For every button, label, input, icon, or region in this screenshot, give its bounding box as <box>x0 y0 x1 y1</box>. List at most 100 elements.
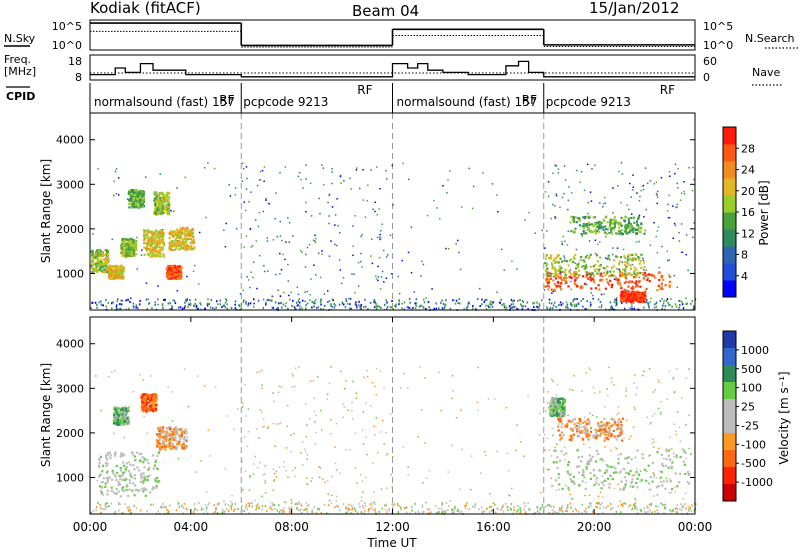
echo-cell <box>582 275 585 278</box>
echo-cell <box>149 251 153 255</box>
scatter-dot <box>377 276 380 278</box>
echo-cell <box>148 399 152 402</box>
scatter-dot <box>278 385 280 387</box>
scatter-dot <box>380 229 382 232</box>
scatter-dot <box>548 468 550 471</box>
scatter-dot <box>442 185 444 187</box>
ground-dot <box>204 307 206 310</box>
echo-cell <box>132 206 136 209</box>
echo-cell <box>122 251 125 254</box>
echo-cell <box>117 481 120 484</box>
echo-cell <box>130 237 134 241</box>
echo-cell <box>94 255 97 259</box>
ground-dot <box>546 504 549 507</box>
echo-cell <box>174 436 177 439</box>
scatter-dot <box>361 429 364 432</box>
echo-cell <box>637 216 640 219</box>
echo-cell <box>547 278 550 281</box>
scatter-dot <box>447 179 449 181</box>
ground-dot <box>295 502 298 505</box>
echo-cell <box>98 464 101 467</box>
scatter-dot <box>371 462 374 464</box>
ground-dot <box>599 300 602 303</box>
echo-cell <box>550 272 553 275</box>
echo-cell <box>585 224 588 227</box>
scatter-dot <box>569 269 572 271</box>
scatter-dot <box>656 190 659 193</box>
ground-dot <box>159 506 162 509</box>
echo-cell <box>564 275 567 278</box>
scatter-dot <box>322 167 325 169</box>
ground-dot <box>110 302 113 305</box>
colorbar-label-3: 16 <box>741 206 755 219</box>
echo-cell <box>157 202 160 206</box>
ground-dot <box>405 506 408 509</box>
scatter-dot <box>645 470 648 473</box>
ground-dot <box>661 307 663 310</box>
scatter-dot <box>402 162 404 165</box>
echo-cell <box>162 208 165 211</box>
echo-cell <box>123 244 127 248</box>
echo-cell <box>110 266 113 269</box>
scatter-dot <box>638 199 641 202</box>
echo-cell <box>92 267 96 270</box>
echo-cell <box>119 466 122 470</box>
echo-cell <box>626 297 630 300</box>
echo-cell <box>585 276 588 279</box>
echo-cell <box>581 286 584 289</box>
echo-cell <box>633 227 636 230</box>
ground-dot <box>181 505 184 508</box>
ground-dot <box>199 301 201 304</box>
scatter-dot <box>385 169 387 172</box>
echo-cell <box>185 227 188 230</box>
echo-cell <box>114 410 117 413</box>
scatter-dot <box>328 193 331 195</box>
scatter-dot <box>619 500 622 503</box>
echo-cell <box>170 230 173 233</box>
echo-cell <box>111 277 114 280</box>
scatter-dot <box>301 251 303 254</box>
echo-cell <box>656 289 659 292</box>
echo-cell <box>154 479 157 482</box>
scatter-dot <box>183 368 186 370</box>
scatter-dot <box>581 235 584 237</box>
ground-dot <box>289 298 291 301</box>
ground-dot <box>510 306 513 309</box>
echo-cell <box>113 406 116 409</box>
ground-dot <box>532 302 534 305</box>
echo-cell <box>131 191 135 194</box>
echo-cell <box>598 288 601 291</box>
scatter-dot <box>330 419 332 421</box>
echo-cell <box>146 235 150 239</box>
echo-cell <box>611 284 614 287</box>
echo-cell <box>180 231 183 234</box>
echo-cell <box>114 451 117 454</box>
echo-cell <box>120 250 124 253</box>
echo-cell <box>602 266 605 270</box>
echo-cell <box>553 257 556 260</box>
scatter-dot <box>262 474 265 476</box>
echo-cell <box>151 230 154 233</box>
echo-cell <box>167 211 170 214</box>
scatter-dot <box>317 376 319 378</box>
ground-dot <box>546 308 549 311</box>
echo-cell <box>181 241 185 244</box>
echo-cell <box>180 433 184 436</box>
ground-dot <box>219 299 222 302</box>
scatter-dot <box>617 412 620 414</box>
ground-dot <box>666 298 669 301</box>
echo-cell <box>125 483 128 487</box>
scatter-dot <box>276 235 278 238</box>
scatter-dot <box>544 247 546 249</box>
ground-dot <box>386 305 389 308</box>
scatter-dot <box>673 222 676 225</box>
echo-cell <box>139 480 143 484</box>
ground-dot <box>454 302 457 305</box>
scatter-dot <box>595 438 597 441</box>
ground-dot <box>360 306 362 309</box>
ground-dot <box>302 299 304 302</box>
ground-dot <box>392 307 394 310</box>
scatter-dot <box>305 303 308 306</box>
scatter-dot <box>605 257 607 259</box>
echo-cell <box>153 191 156 194</box>
